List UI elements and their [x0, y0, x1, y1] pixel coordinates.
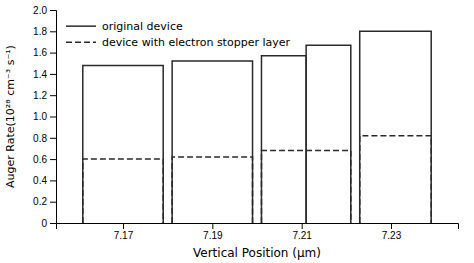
y-tick-mark — [50, 138, 56, 139]
x-tick-mark — [123, 223, 124, 229]
legend-label: device with electron stopper layer — [102, 36, 290, 49]
y-tick-label: 0 — [41, 218, 47, 229]
legend: original device device with electron stop… — [66, 20, 290, 49]
x-axis-line — [57, 224, 459, 230]
x-tick: 7.21 — [292, 223, 312, 241]
y-tick-label: 0.8 — [33, 133, 47, 144]
legend-swatch — [66, 41, 96, 43]
legend-item: device with electron stopper layer — [66, 36, 290, 49]
bar-outline — [172, 157, 252, 223]
y-tick-mark — [50, 159, 56, 160]
x-axis-title: Vertical Position (μm) — [193, 246, 321, 260]
x-tick-label: 7.21 — [292, 230, 312, 241]
bar-outline — [83, 65, 163, 223]
y-tick-label: 0.2 — [33, 196, 47, 207]
y-tick-mark — [50, 31, 56, 32]
x-tick-label: 7.17 — [114, 230, 134, 241]
y-tick-label: 0.4 — [33, 175, 47, 186]
x-tick: 7.23 — [382, 223, 402, 241]
y-tick: 1.4 — [33, 69, 56, 80]
bar-outline — [261, 151, 350, 223]
y-tick: 1.0 — [33, 111, 56, 122]
y-axis: 0 0.2 0.4 0.6 0.8 1.0 1.2 1.4 1.6 1.8 2.0 — [33, 5, 56, 229]
chart: 7.17 7.19 7.21 7.23 0 0.2 0.4 0.6 0.8 1.0 1.2 1.4 1.… — [0, 0, 474, 263]
y-tick-label: 1.2 — [33, 90, 47, 101]
y-axis-line — [50, 11, 57, 224]
y-tick: 0.4 — [33, 175, 56, 186]
y-tick: 1.2 — [33, 90, 56, 101]
y-tick: 1.6 — [33, 47, 56, 58]
y-tick-label: 1.0 — [33, 111, 47, 122]
marks — [83, 31, 431, 223]
y-tick: 0.2 — [33, 196, 56, 207]
bar-outline — [261, 56, 306, 223]
y-tick-mark — [50, 117, 56, 118]
bar-outline — [360, 136, 431, 223]
y-tick: 1.8 — [33, 26, 56, 37]
y-tick: 2.0 — [33, 5, 56, 16]
y-tick-mark — [50, 223, 56, 224]
y-tick-label: 0.6 — [33, 154, 47, 165]
bar-outline — [306, 45, 351, 223]
y-tick-label: 1.4 — [33, 69, 47, 80]
x-axis: 7.17 7.19 7.21 7.23 — [57, 223, 459, 241]
y-tick-label: 1.8 — [33, 26, 47, 37]
y-tick-mark — [50, 10, 56, 11]
y-tick-mark — [50, 74, 56, 75]
legend-swatch — [66, 25, 96, 27]
legend-label: original device — [102, 20, 183, 33]
y-tick-mark — [50, 202, 56, 203]
y-tick-mark — [50, 180, 56, 181]
y-tick-mark — [50, 53, 56, 54]
x-tick-mark — [302, 223, 303, 229]
plot: 7.17 7.19 7.21 7.23 0 0.2 0.4 0.6 0.8 1.0 1.2 1.4 1.… — [33, 5, 458, 241]
y-tick: 0.6 — [33, 154, 56, 165]
y-tick-label: 1.6 — [33, 47, 47, 58]
x-tick-label: 7.23 — [382, 230, 402, 241]
x-tick: 7.19 — [203, 223, 223, 241]
bar-outline — [360, 31, 431, 223]
y-axis-title: Auger Rate(10²⁸ cm⁻³ s⁻¹) — [4, 45, 17, 188]
y-tick: 0 — [41, 218, 56, 229]
y-tick-mark — [50, 95, 56, 96]
bar-outline — [83, 159, 163, 223]
x-tick-mark — [212, 223, 213, 229]
y-tick-label: 2.0 — [33, 5, 47, 16]
y-tick: 0.8 — [33, 133, 56, 144]
legend-item: original device — [66, 20, 183, 33]
x-tick-mark — [391, 223, 392, 229]
x-tick: 7.17 — [114, 223, 134, 241]
x-tick-label: 7.19 — [203, 230, 223, 241]
bar-outline — [172, 61, 252, 223]
series — [83, 136, 431, 223]
series — [83, 31, 431, 223]
